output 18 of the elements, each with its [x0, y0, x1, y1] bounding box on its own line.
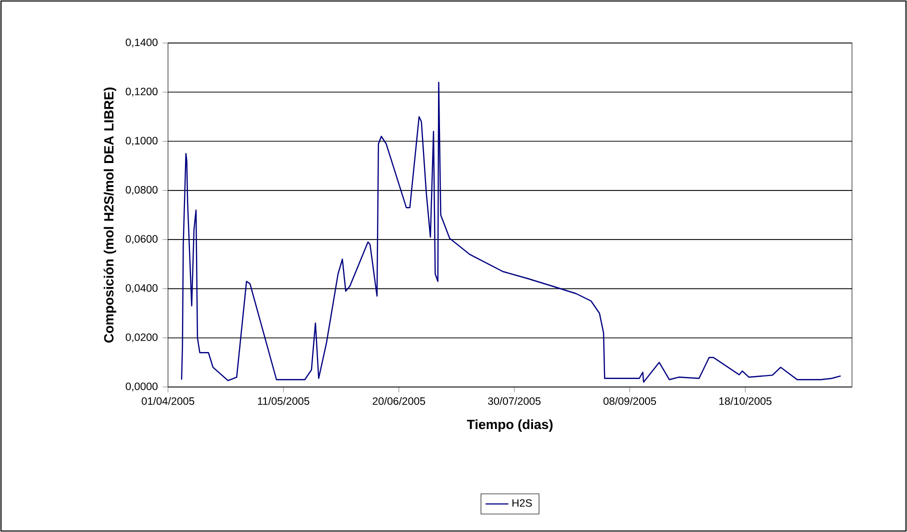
y-tick-label: 0,0800	[126, 186, 158, 195]
y-tick-label: 0,1000	[126, 136, 158, 146]
x-tick-label: 18/10/2005	[719, 397, 772, 405]
x-tick-label: 11/05/2005	[258, 397, 310, 405]
y-tick-label: 0,0400	[126, 284, 158, 294]
y-tick-label: 0,0200	[126, 333, 158, 342]
legend-label: H2S	[512, 499, 532, 507]
y-tick-label: 0,0600	[126, 235, 158, 244]
y-axis-title: Composición (mol H2S/mol DEA LIBRE)	[104, 88, 116, 343]
y-tick-label: 0,0000	[126, 382, 158, 392]
x-tick-label: 01/04/2005	[142, 397, 194, 405]
x-tick-label: 30/07/2005	[488, 397, 541, 405]
line-series	[180, 82, 842, 383]
x-axis-title: Tiempo (dias)	[466, 419, 553, 432]
x-tick-label: 08/09/2005	[604, 397, 656, 405]
y-tick-label: 0,1400	[126, 38, 158, 48]
y-tick-label: 0,1200	[126, 88, 158, 97]
x-tick-label: 20/06/2005	[372, 397, 426, 405]
